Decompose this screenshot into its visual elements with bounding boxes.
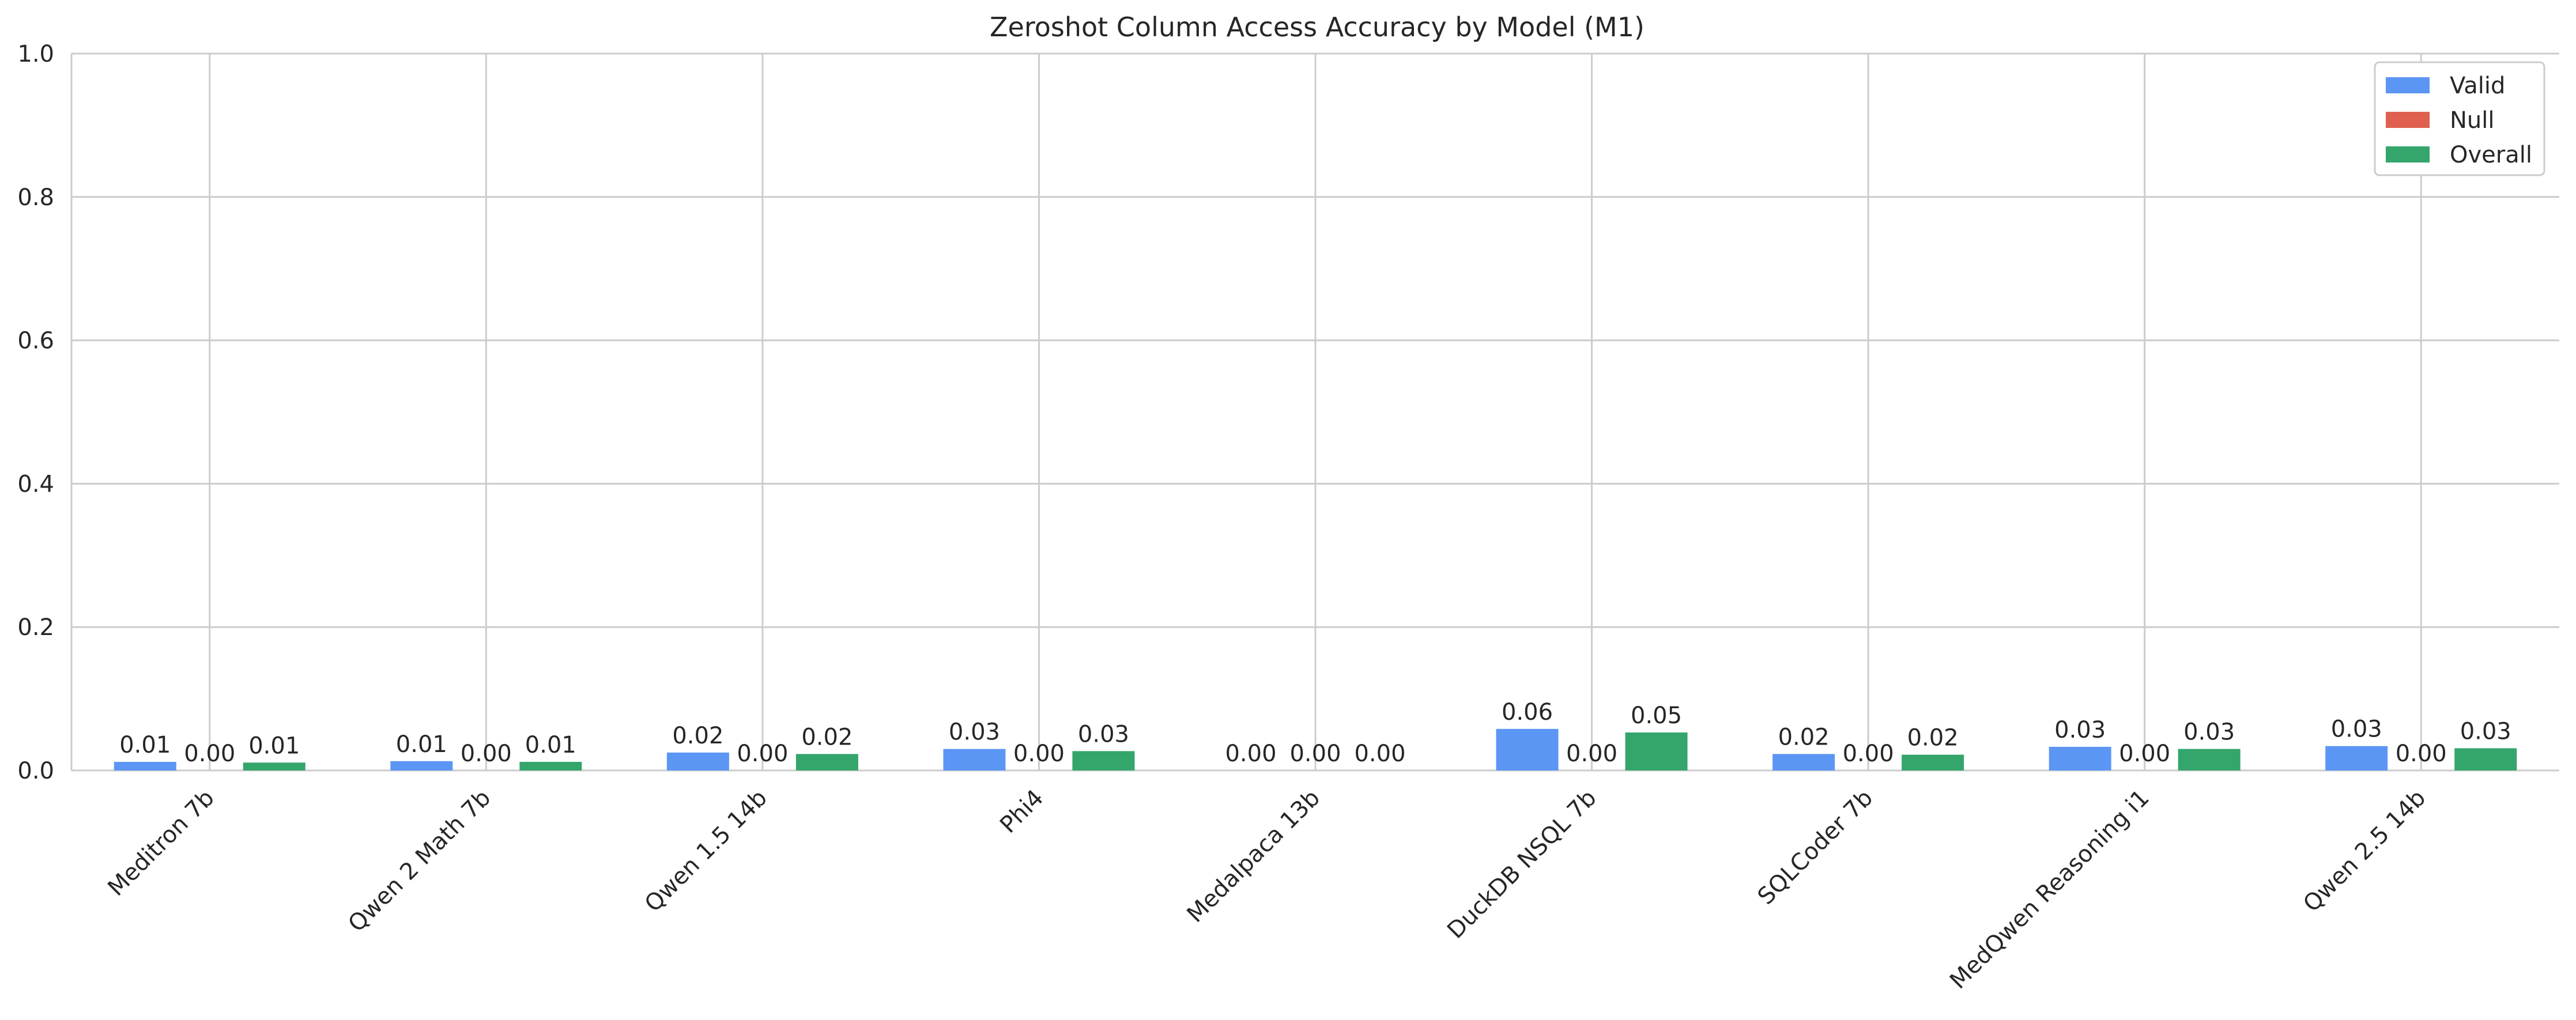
bar-valid-3	[943, 749, 1006, 770]
bar-overall-2	[795, 754, 858, 770]
legend-swatch-null	[2386, 112, 2430, 128]
data-label-null: 0.00	[1013, 741, 1065, 767]
data-label-null: 0.00	[1289, 741, 1341, 767]
y-tick-label: 1.0	[17, 41, 54, 67]
data-label-null: 0.00	[2396, 741, 2447, 767]
bar-overall-5	[1625, 732, 1688, 770]
data-label-valid: 0.02	[1778, 724, 1830, 750]
data-label-overall: 0.02	[801, 724, 853, 750]
legend-label-null: Null	[2450, 107, 2495, 134]
bar-valid-2	[666, 752, 729, 770]
data-label-null: 0.00	[1566, 741, 1617, 767]
data-label-overall: 0.05	[1631, 702, 1682, 729]
data-labels: 0.01 0.01 0.02 0.03 0.00 0.06 0.02 0.03 0.03 0.00…	[119, 699, 2511, 767]
data-label-valid: 0.03	[2054, 717, 2106, 743]
y-tick-label: 0.6	[17, 328, 54, 354]
legend-label-overall: Overall	[2450, 142, 2532, 168]
bar-valid-7	[2049, 746, 2111, 770]
grid	[71, 52, 2559, 772]
bar-valid-6	[1772, 754, 1835, 770]
data-label-overall: 0.03	[2460, 718, 2511, 745]
legend-swatch-overall	[2386, 146, 2430, 163]
data-label-overall: 0.03	[2183, 719, 2235, 746]
axes: 0.0 0.2 0.4 0.6 0.8 1.0	[17, 41, 2559, 784]
bar-valid-5	[1496, 728, 1559, 770]
legend-label-valid: Valid	[2450, 73, 2505, 99]
data-label-overall: 0.02	[1907, 725, 1959, 751]
x-category-label: Phi4	[995, 785, 1048, 838]
x-category-label: SQLCoder 7b	[1753, 785, 1878, 910]
x-category-label: Meditron 7b	[103, 785, 219, 901]
bars	[114, 728, 2517, 770]
data-label-valid: 0.06	[1502, 699, 1553, 726]
bar-valid-1	[390, 761, 453, 770]
y-tick-label: 0.8	[17, 184, 54, 211]
legend-swatch-valid	[2386, 77, 2430, 93]
bar-valid-0	[114, 762, 176, 770]
bar-overall-1	[519, 762, 582, 770]
y-tick-label: 0.4	[17, 471, 54, 497]
data-label-overall: 0.03	[1078, 721, 1129, 747]
data-label-null: 0.00	[737, 741, 788, 767]
category-labels: Meditron 7b Qwen 2 Math 7b Qwen 1.5 14b Phi…	[103, 785, 2431, 995]
bar-overall-6	[1902, 754, 1964, 770]
bar-overall-3	[1072, 751, 1135, 770]
x-category-label: Qwen 2.5 14b	[2298, 785, 2431, 917]
data-label-null: 0.00	[1843, 741, 1894, 767]
y-tick-label: 0.0	[17, 758, 54, 784]
data-label-overall: 0.01	[248, 732, 300, 759]
x-category-label: Qwen 2 Math 7b	[343, 785, 496, 938]
bar-overall-0	[243, 762, 306, 770]
bar-overall-7	[2178, 749, 2241, 770]
data-label-overall: 0.00	[1354, 741, 1405, 767]
data-label-valid: 0.01	[396, 731, 447, 758]
chart-title: Zeroshot Column Access Accuracy by Model…	[990, 12, 1645, 43]
data-label-valid: 0.03	[2331, 716, 2382, 743]
bar-valid-8	[2325, 746, 2388, 770]
data-label-null: 0.00	[2119, 741, 2170, 767]
x-category-label: MedQwen Reasoning i1	[1945, 785, 2155, 995]
y-tick-label: 0.2	[17, 614, 54, 641]
x-category-label: DuckDB NSQL 7b	[1442, 785, 1601, 944]
legend: Valid Null Overall	[2374, 61, 2545, 176]
data-label-null: 0.00	[184, 741, 235, 767]
data-label-valid: 0.00	[1225, 741, 1276, 767]
data-label-null: 0.00	[461, 741, 512, 767]
x-category-label: Qwen 1.5 14b	[640, 785, 772, 917]
x-category-label: Medalpaca 13b	[1182, 785, 1325, 928]
data-label-valid: 0.03	[949, 719, 1000, 746]
data-label-valid: 0.01	[119, 732, 171, 758]
bar-overall-8	[2454, 748, 2517, 770]
data-label-overall: 0.01	[525, 732, 576, 758]
data-label-valid: 0.02	[672, 723, 723, 749]
